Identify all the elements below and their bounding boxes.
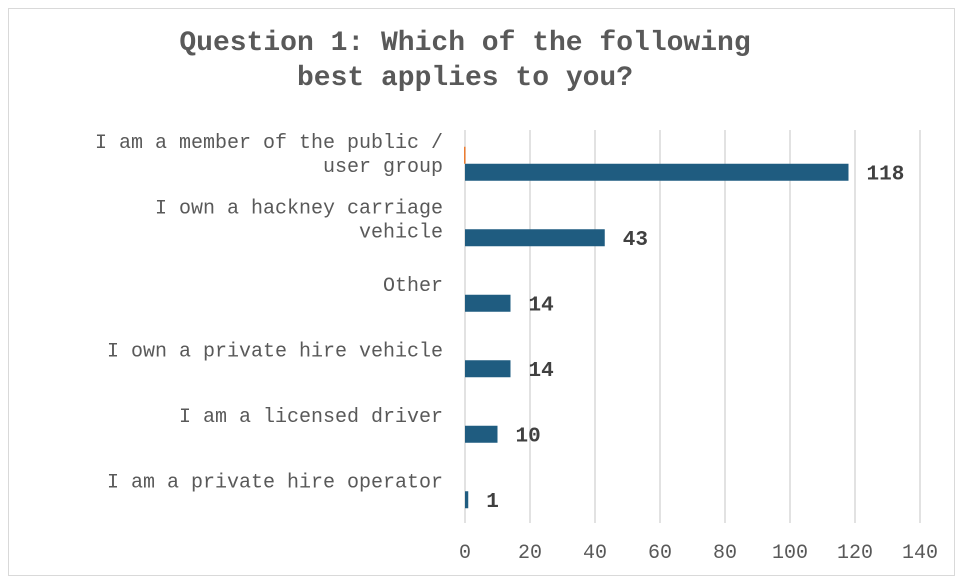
category-label: I own a private hire vehicle: [107, 340, 443, 363]
x-tick-label: 20: [518, 542, 542, 565]
chart-title-line-2: best applies to you?: [296, 63, 634, 94]
category-label-line: I am a licensed driver: [179, 406, 443, 429]
bar[interactable]: [465, 229, 605, 247]
category-label: I am a member of the public / user group: [95, 132, 443, 179]
x-tick-label: 0: [459, 542, 471, 565]
category-label: I am a licensed driver: [179, 406, 443, 429]
category-label-line: user group: [323, 156, 443, 179]
bar[interactable]: [465, 491, 469, 509]
category-label: I am a private hire operator: [107, 471, 443, 494]
x-tick-label: 40: [583, 542, 607, 565]
data-label: 1: [486, 491, 499, 514]
bar[interactable]: [465, 163, 849, 181]
category-label-line: I own a private hire vehicle: [107, 340, 443, 363]
category-label-line: vehicle: [359, 221, 443, 244]
x-tick-label: 100: [772, 542, 808, 565]
data-label: 10: [516, 425, 541, 448]
data-label: 14: [529, 294, 554, 317]
bar[interactable]: [465, 425, 498, 443]
chart-title-line-1: Question 1: Which of the following: [179, 28, 751, 59]
x-tick-label: 80: [713, 542, 737, 565]
category-label-line: I am a private hire operator: [107, 471, 443, 494]
data-label: 14: [529, 360, 554, 383]
bar[interactable]: [465, 360, 511, 378]
category-label-line: I own a hackney carriage: [155, 197, 443, 220]
x-tick-label: 120: [837, 542, 873, 565]
bar-secondary[interactable]: [464, 146, 466, 164]
category-label: I own a hackney carriage vehicle: [155, 197, 443, 244]
bar[interactable]: [465, 294, 511, 312]
category-label-line: Other: [383, 275, 443, 298]
category-label: Other: [383, 275, 443, 298]
data-label: 43: [623, 229, 648, 252]
x-tick-label: 140: [902, 542, 938, 565]
chart-frame: [8, 8, 955, 576]
data-label: 118: [867, 163, 905, 186]
x-tick-label: 60: [648, 542, 672, 565]
category-label-line: I am a member of the public /: [95, 132, 443, 155]
chart-title: Question 1: Which of the following best …: [0, 26, 930, 96]
